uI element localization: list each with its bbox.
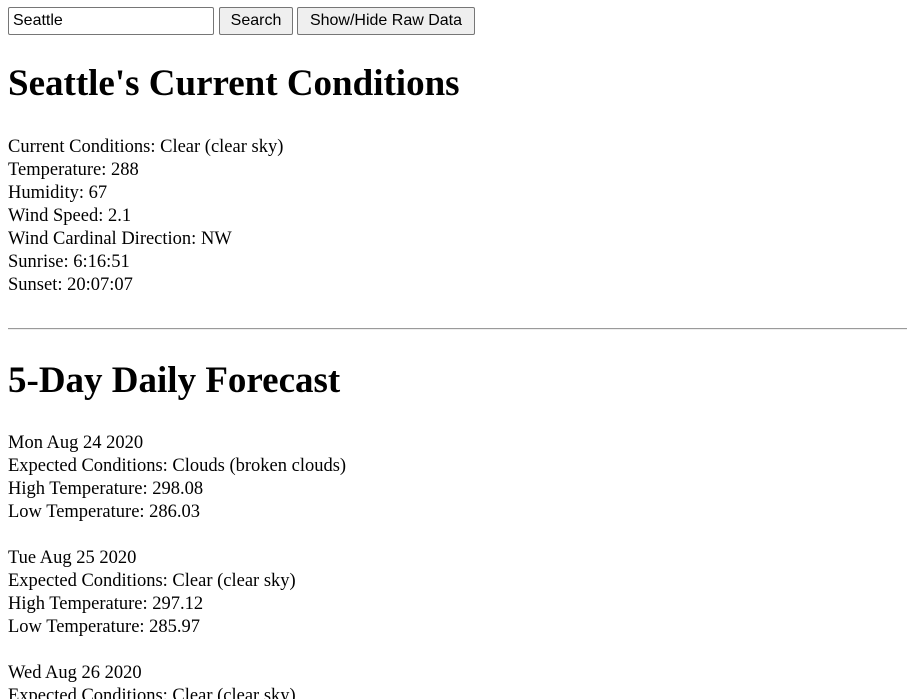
current-conditions-title: Seattle's Current Conditions [8, 63, 460, 104]
current-wind-speed: Wind Speed: 2.1 [8, 206, 132, 226]
forecast-date: Mon Aug 24 2020 [8, 433, 144, 453]
current-sunset: Sunset: 20:07:07 [8, 275, 133, 295]
weather-page: Search Show/Hide Raw Data Seattle's Curr… [0, 0, 907, 297]
current-temperature: Temperature: 288 [8, 160, 139, 180]
forecast-conditions: Expected Conditions: Clouds (broken clou… [8, 456, 347, 476]
forecast-low-temperature: Low Temperature: 286.03 [8, 502, 201, 522]
forecast-day: Mon Aug 24 2020 Expected Conditions: Clo… [8, 432, 346, 524]
section-divider [8, 328, 907, 330]
forecast-high-temperature: High Temperature: 298.08 [8, 479, 204, 499]
current-humidity: Humidity: 67 [8, 183, 108, 203]
current-conditions-text: Current Conditions: Clear (clear sky) [8, 137, 284, 157]
forecast-day: Wed Aug 26 2020 Expected Conditions: Cle… [8, 662, 346, 699]
city-search-input[interactable] [8, 7, 214, 35]
forecast-conditions: Expected Conditions: Clear (clear sky) [8, 686, 296, 699]
forecast-date: Wed Aug 26 2020 [8, 663, 142, 683]
current-conditions-details: Current Conditions: Clear (clear sky) Te… [8, 136, 899, 297]
current-sunrise: Sunrise: 6:16:51 [8, 252, 130, 272]
forecast-high-temperature: High Temperature: 297.12 [8, 594, 204, 614]
forecast-conditions: Expected Conditions: Clear (clear sky) [8, 571, 296, 591]
forecast-list: Mon Aug 24 2020 Expected Conditions: Clo… [8, 432, 346, 699]
forecast-title: 5-Day Daily Forecast [8, 360, 341, 401]
search-button[interactable]: Search [219, 7, 293, 35]
search-controls: Search Show/Hide Raw Data [8, 7, 899, 35]
toggle-raw-data-button[interactable]: Show/Hide Raw Data [297, 7, 475, 35]
current-wind-direction: Wind Cardinal Direction: NW [8, 229, 232, 249]
forecast-date: Tue Aug 25 2020 [8, 548, 137, 568]
forecast-day: Tue Aug 25 2020 Expected Conditions: Cle… [8, 547, 346, 639]
forecast-low-temperature: Low Temperature: 285.97 [8, 617, 201, 637]
